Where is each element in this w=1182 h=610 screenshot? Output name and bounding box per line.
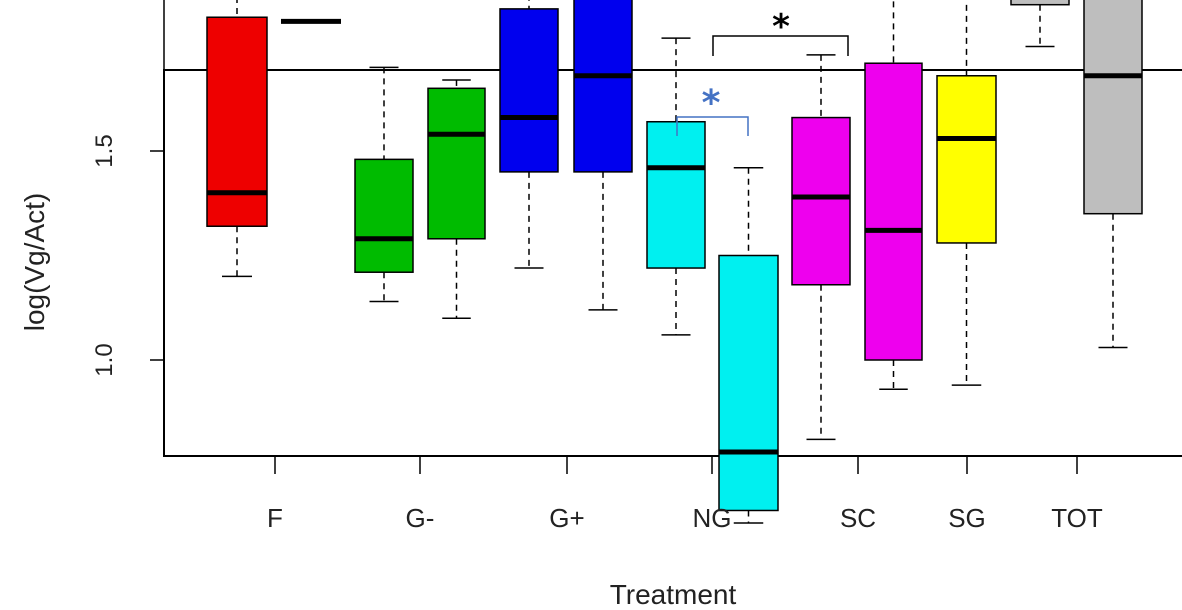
x-axis-title: Treatment	[610, 579, 737, 610]
box-TOT	[1083, 0, 1143, 349]
box-body	[718, 254, 779, 512]
y-axis: 1.01.52.0	[91, 0, 165, 377]
box-body	[499, 8, 559, 173]
box-G-	[354, 66, 414, 303]
box-body	[864, 62, 923, 361]
x-tick-label: G+	[549, 503, 584, 533]
box-body	[791, 116, 851, 286]
x-tick-label: TOT	[1051, 503, 1103, 533]
box-F	[206, 0, 268, 278]
box-SC	[864, 0, 923, 391]
box-body	[427, 87, 486, 240]
box-G+	[499, 0, 559, 269]
box-body	[573, 0, 633, 173]
box-NG	[646, 37, 706, 336]
box-NG	[718, 166, 779, 524]
box-body	[1010, 0, 1070, 6]
x-tick-label: SC	[840, 503, 876, 533]
box-body	[646, 120, 706, 269]
box-SC	[791, 54, 851, 441]
box-body	[936, 75, 997, 244]
box-SG	[936, 0, 997, 386]
y-axis-title: log(Vg/Act)	[19, 193, 50, 332]
bracket-ng-within	[676, 116, 749, 136]
box-G+	[573, 0, 633, 311]
significance-star-blue: *	[702, 83, 721, 124]
significance-annotations: **	[676, 7, 849, 136]
y-tick-label: 1.5	[91, 134, 118, 167]
box-TOT	[1010, 0, 1070, 48]
x-tick-label: F	[267, 503, 283, 533]
box-G-	[427, 79, 486, 319]
x-tick-label: NG	[693, 503, 732, 533]
significance-star-black: *	[772, 7, 790, 47]
x-tick-label: SG	[948, 503, 986, 533]
box-body	[1083, 0, 1143, 215]
x-axis: F G- G+ NG SC SG TOT	[267, 456, 1103, 533]
y-tick-label: 1.0	[91, 343, 118, 376]
bracket-ng-sc	[712, 35, 849, 56]
boxes-layer	[206, 0, 1143, 524]
box-body	[354, 158, 414, 273]
x-tick-label: G-	[406, 503, 435, 533]
